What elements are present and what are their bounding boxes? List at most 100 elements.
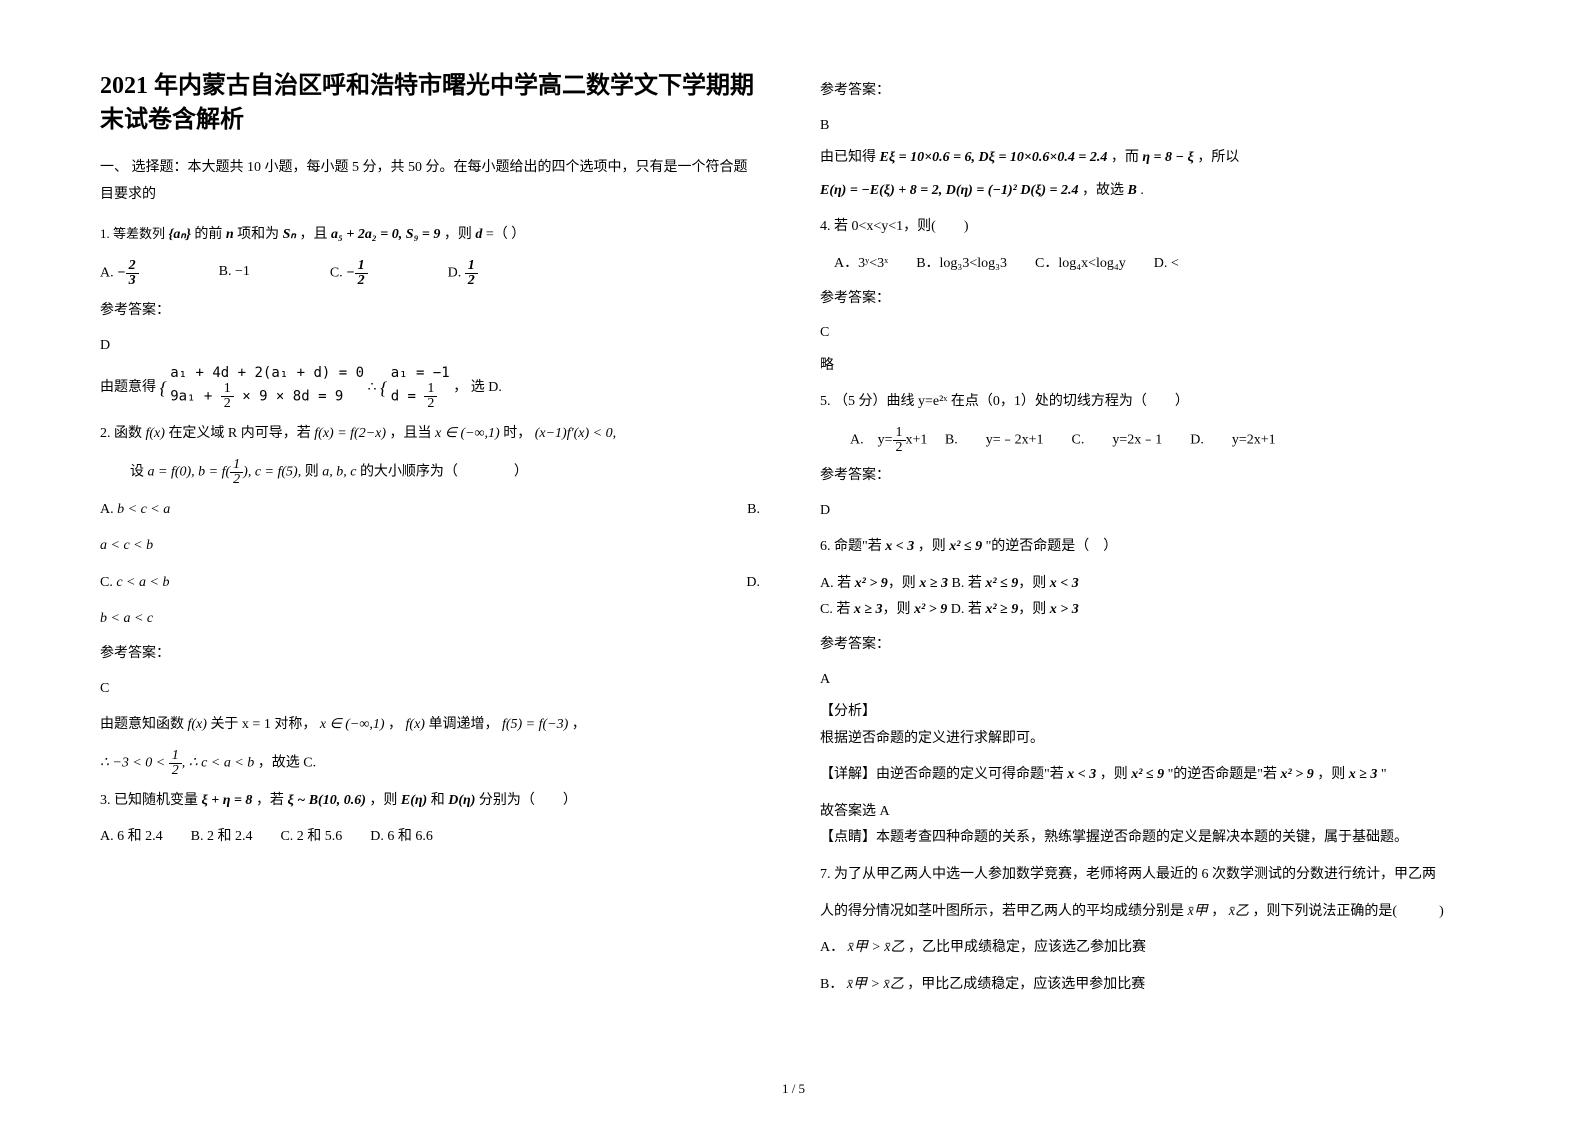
q1-choiceD-frac: 12	[465, 259, 478, 288]
m: x² > 9	[851, 576, 888, 591]
q2-expl: 由题意知函数 f(x) 关于 x = 1 对称， x ∈ (−∞,1) ， f(…	[100, 712, 760, 739]
q1-work-prefix: 由题意得	[100, 380, 156, 395]
eq-part: 9a₁ +	[170, 388, 221, 404]
brace-icon: {	[160, 378, 167, 398]
frac-den: 3	[126, 274, 139, 288]
m: , ∴ c < a < b	[182, 755, 255, 770]
m: ∴ −3 < 0 <	[100, 755, 169, 770]
q2-set-suffix: 则	[305, 464, 323, 479]
q1-choiceC-label: C.	[330, 266, 343, 281]
q1-seq: {aₙ}	[169, 227, 191, 242]
q3-answer: B	[820, 113, 1480, 140]
t: ，而	[1111, 150, 1139, 165]
m: x ≥ 3	[850, 602, 882, 617]
q2-eq2: x ∈ (−∞,1)	[435, 426, 503, 441]
t: ，若	[256, 793, 284, 808]
q1-choiceC-frac: 12	[355, 259, 368, 288]
q1-choiceA-frac: 23	[126, 259, 139, 288]
q2-d: 时，	[503, 426, 535, 441]
q1-choice-d: D. 12	[448, 259, 478, 288]
q1-choices: A. −23 B. −1 C. −12 D. 12	[100, 259, 760, 288]
question-7-line1: 7. 为了从甲乙两人中选一人参加数学竞赛，老师将两人最近的 6 次数学测试的分数…	[820, 862, 1480, 889]
q2-choice-b-label: B.	[747, 497, 760, 524]
q1-choice-c: C. −12	[330, 259, 368, 288]
q1-choiceD-label: D.	[448, 266, 462, 281]
q1-work: 由题意得 { a₁ + 4d + 2(a₁ + d) = 0 9a₁ + 12 …	[100, 365, 760, 411]
t: ，则	[918, 539, 946, 554]
t: ，则	[1317, 767, 1345, 782]
q2-set-prefix: 设	[130, 464, 144, 479]
label: A.	[100, 502, 114, 517]
q1-mid2: 项和为	[237, 227, 283, 242]
q1-work-sys2: a₁ = −1 d = 12	[391, 365, 450, 411]
q3-expl2: E(η) = −E(ξ) + 8 = 2, D(η) = (−1)² D(ξ) …	[820, 178, 1480, 205]
m: x̄甲 > x̄乙	[847, 977, 907, 992]
q6-so: 故答案选 A	[820, 799, 1480, 826]
q2-set-eq-b: ), c = f(5),	[243, 464, 301, 479]
m: x < 3	[885, 539, 914, 554]
q2-set-tail: 的大小顺序为（ ）	[360, 464, 528, 479]
frac-num: 1	[355, 259, 368, 274]
exam-title: 2021 年内蒙古自治区呼和浩特市曙光中学高二数学文下学期期末试卷含解析	[100, 70, 760, 137]
question-3: 3. 已知随机变量 ξ + η = 8 ，若 ξ ~ B(10, 0.6) ，则…	[100, 788, 760, 815]
frac: 12	[221, 382, 234, 411]
q2-abc: a, b, c	[322, 464, 356, 479]
q1-work-eq2-top: a₁ = −1	[391, 365, 450, 382]
q2-choice-a: A. b < c < a	[100, 497, 170, 524]
t: 3. 已知随机变量	[100, 793, 198, 808]
xbar-jia: x̄甲	[1188, 904, 1208, 919]
t: ，则	[1018, 602, 1046, 617]
m: x > 3	[1046, 602, 1078, 617]
q1-mid3: ，且	[300, 227, 332, 242]
t: ，	[388, 717, 406, 732]
m: E(η) = −E(ξ) + 8 = 2, D(η) = (−1)² D(ξ) …	[820, 183, 1079, 198]
m: x² ≥ 9	[982, 602, 1018, 617]
q1-mid1: 的前	[194, 227, 226, 242]
brace-icon: {	[380, 378, 387, 398]
frac-den: 2	[424, 397, 437, 411]
frac-den: 2	[230, 473, 243, 487]
t: ，则	[883, 602, 911, 617]
q6-analysis-label: 【分析】	[820, 699, 1480, 726]
q2-answer: C	[100, 676, 760, 703]
expr: b < c < a	[114, 502, 171, 517]
t: 由已知得	[820, 150, 876, 165]
q6-answer: A	[820, 667, 1480, 694]
m: x ≥ 3	[916, 576, 952, 591]
q1-stem-prefix: 1. 等差数列	[100, 226, 165, 241]
section-intro: 一、 选择题：本大题共 10 小题，每小题 5 分，共 50 分。在每小题给出的…	[100, 155, 760, 208]
m: D(η)	[448, 793, 479, 808]
q1-choice-b: B. −1	[219, 259, 250, 288]
frac-num: 1	[465, 259, 478, 274]
q2-lineD: b < a < c	[100, 606, 760, 633]
q2-set-eq-a: a = f(0), b = f(	[148, 464, 231, 479]
q2-choice-d-label: D.	[746, 570, 760, 597]
q6-answer-label: 参考答案：	[820, 632, 1480, 659]
q3-answer-label: 参考答案：	[820, 78, 1480, 105]
frac: 12	[893, 426, 906, 455]
q2-fx: f(x)	[146, 426, 169, 441]
q2-c: ，且当	[390, 426, 432, 441]
page: 2021 年内蒙古自治区呼和浩特市曙光中学高二数学文下学期期末试卷含解析 一、 …	[0, 0, 1587, 1018]
q1-d: d	[475, 227, 482, 242]
question-4: 4. 若 0<x<y<1，则( )	[820, 214, 1480, 241]
q2-choice-c: C. c < a < b	[100, 570, 169, 597]
question-7-line2: 人的得分情况如茎叶图所示，若甲乙两人的平均成绩分别是 x̄甲 ， x̄乙 ，则下…	[820, 899, 1480, 926]
frac-den: 2	[893, 441, 906, 455]
q1-answer-label: 参考答案：	[100, 298, 760, 325]
m: x ∈ (−∞,1)	[320, 717, 385, 732]
frac-num: 1	[893, 426, 906, 441]
frac-den: 2	[169, 764, 182, 778]
frac-den: 2	[465, 274, 478, 288]
m: x̄甲 > x̄乙	[848, 940, 908, 955]
left-column: 2021 年内蒙古自治区呼和浩特市曙光中学高二数学文下学期期末试卷含解析 一、 …	[100, 70, 760, 998]
q2-eq3: (x−1)f′(x) < 0,	[535, 426, 616, 441]
q1-mid4: ，则	[444, 227, 472, 242]
t: A. 若	[820, 576, 851, 591]
t: ，则	[1100, 767, 1128, 782]
m: ξ + η = 8	[202, 793, 253, 808]
expr: c < a < b	[113, 575, 170, 590]
t: ，则	[888, 576, 916, 591]
t: ，乙比甲成绩稳定，应该选乙参加比赛	[908, 940, 1146, 955]
q5-rest: B. y=﹣2x+1 C. y=2x﹣1 D. y=2x+1	[931, 433, 1276, 448]
